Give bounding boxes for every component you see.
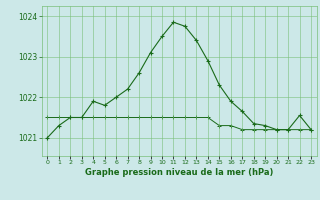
X-axis label: Graphe pression niveau de la mer (hPa): Graphe pression niveau de la mer (hPa) xyxy=(85,168,273,177)
